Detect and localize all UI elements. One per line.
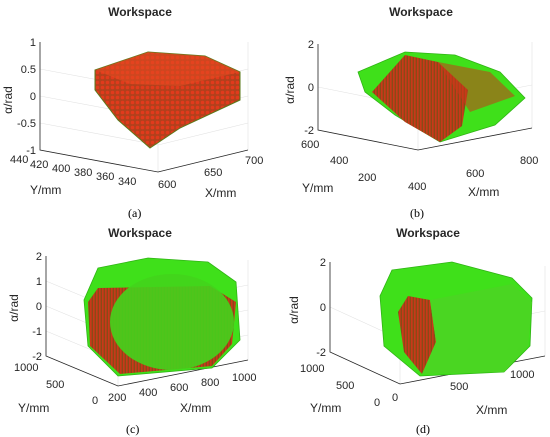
panel-c-y-tick: 500	[46, 379, 64, 391]
panel-a-x-tick: 600	[158, 179, 176, 191]
panel-b-x-tick: 800	[520, 155, 538, 167]
panel-d-x-tick: 500	[450, 381, 468, 393]
panel-d-z-label: α/rad	[287, 296, 301, 324]
panel-b-y-tick: 400	[330, 155, 348, 167]
panel-c-caption: (c)	[126, 422, 139, 436]
panel-c-x-tick: 600	[170, 382, 188, 394]
panel-b-caption: (b)	[410, 206, 424, 220]
panel-a-z-tick: 0	[30, 91, 36, 103]
panel-c-x-tick: 400	[139, 387, 157, 399]
panel-b-z-tick: 0	[308, 82, 314, 94]
panel-b-axes	[317, 44, 533, 151]
panel-a-y-tick: 360	[96, 171, 114, 183]
panel-c-y-label: Y/mm	[18, 401, 49, 415]
panel-b-x-label: X/mm	[468, 185, 499, 199]
panel-c-x-tick: 200	[108, 392, 126, 404]
panel-a-axes	[39, 42, 249, 173]
panel-a-y-tick: 400	[52, 163, 70, 175]
panel-d-z-tick: 0	[320, 302, 326, 314]
panel-d-data-cloud	[379, 261, 533, 377]
panel-a-y-tick: 380	[74, 167, 92, 179]
panel-b-x-tick: 600	[466, 168, 484, 180]
panel-a-z-tick: -1	[26, 145, 36, 157]
panel-b-y-tick: 600	[301, 139, 319, 151]
panel-d-y-tick: 0	[374, 397, 380, 409]
panel-c-x-tick: 800	[201, 377, 219, 389]
panel-c-z-label: α/rad	[7, 294, 21, 322]
panel-c-x-label: X/mm	[180, 401, 211, 415]
panel-c-x-tick: 1000	[232, 372, 256, 384]
panel-a-y-label: Y/mm	[30, 183, 61, 197]
panel-b: Workspace 2 0 -2 α/rad 600 400 200 Y/mm …	[283, 5, 538, 220]
panel-d-z-tick: 2	[320, 257, 326, 269]
panel-a-y-tick: 440	[10, 154, 28, 166]
panel-d: Workspace 2 0 -2 α/rad 1000 500 0 Y/mm 0…	[287, 226, 546, 436]
panel-c-z-tick: 1	[36, 276, 42, 288]
panel-a-z-label: α/rad	[1, 86, 15, 114]
panel-d-x-tick: 0	[392, 392, 398, 404]
panel-d-x-tick: 1000	[510, 369, 534, 381]
panel-d-y-label: Y/mm	[310, 401, 341, 415]
panel-a-y-tick: 420	[30, 159, 48, 171]
panel-a-z-tick: 0.5	[21, 64, 36, 76]
panel-c-y-tick: 1000	[14, 362, 38, 374]
panel-a-y-tick: 340	[118, 176, 136, 188]
panel-b-y-tick: 200	[358, 172, 376, 184]
panel-b-x-tick: 400	[408, 181, 426, 193]
panel-c-y-tick: 0	[92, 395, 98, 407]
panel-a-x-label: X/mm	[205, 186, 236, 200]
panel-d-y-tick: 500	[336, 380, 354, 392]
panel-a-x-tick: 700	[245, 155, 263, 167]
panel-a-x-tick: 650	[204, 167, 222, 179]
panel-c-data-cloud	[83, 257, 241, 377]
panel-c-z-tick: -1	[32, 326, 42, 338]
panel-c-z-tick: -2	[32, 351, 42, 363]
panel-b-title: Workspace	[389, 5, 453, 19]
panel-b-z-tick: 2	[308, 39, 314, 51]
panel-d-z-tick: -2	[316, 347, 326, 359]
panel-b-z-label: α/rad	[283, 76, 297, 104]
panel-a: Workspace 1 0.5 0 -0.5 -1 α/rad 440 420 …	[1, 5, 263, 220]
panel-d-y-tick: 1000	[300, 363, 324, 375]
panel-d-title: Workspace	[396, 226, 460, 240]
panel-d-caption: (d)	[416, 422, 430, 436]
panel-a-z-tick: -0.5	[17, 118, 36, 130]
panel-a-z-tick: 1	[30, 37, 36, 49]
panel-a-title: Workspace	[108, 5, 172, 19]
panel-c-z-tick: 0	[36, 301, 42, 313]
panel-a-data-cloud	[94, 51, 241, 149]
panel-c: Workspace 2 1 0 -1 -2 α/rad 1000 500 0	[7, 226, 256, 436]
panel-c-axes	[45, 256, 249, 387]
panel-d-x-label: X/mm	[476, 403, 507, 417]
panel-c-z-tick: 2	[36, 251, 42, 263]
panel-b-y-label: Y/mm	[302, 181, 333, 195]
panel-a-caption: (a)	[128, 206, 141, 220]
panel-c-title: Workspace	[108, 226, 172, 240]
panel-b-z-tick: -2	[304, 125, 314, 137]
panel-b-data-cloud	[357, 51, 526, 143]
